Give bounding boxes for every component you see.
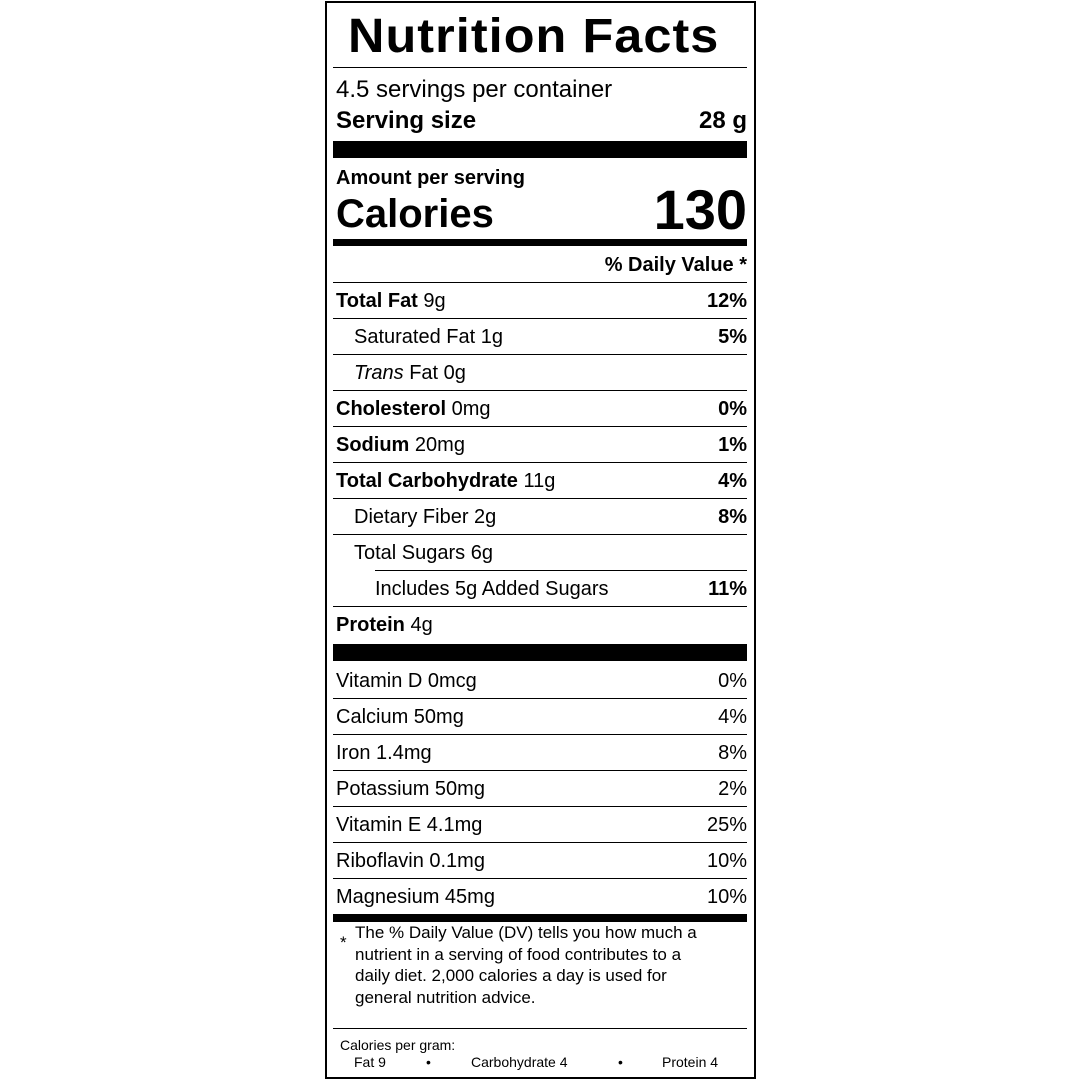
row-rule bbox=[375, 570, 747, 571]
nutrient-amount: 0mg bbox=[451, 398, 491, 420]
amount-per-serving: Amount per serving bbox=[336, 167, 525, 189]
row-rule bbox=[333, 318, 747, 319]
cpg-protein: Protein 4 bbox=[662, 1054, 719, 1070]
nutrient-dv: 8% bbox=[718, 506, 747, 528]
row-rule bbox=[333, 282, 747, 283]
cpg-separator: • bbox=[426, 1054, 431, 1070]
nutrient-dv: 0% bbox=[718, 398, 747, 420]
row-rule bbox=[333, 498, 747, 499]
nutrient-dv: 4% bbox=[718, 470, 747, 492]
row-rule bbox=[333, 842, 747, 843]
vitamin-name: Vitamin D 0mcg bbox=[336, 670, 477, 692]
row-rule bbox=[333, 534, 747, 535]
row-rule bbox=[333, 426, 747, 427]
title: Nutrition Facts bbox=[348, 10, 720, 63]
nutrient-name: Includes 5g Added Sugars bbox=[375, 578, 609, 600]
nutrient-name: Total Sugars bbox=[354, 542, 466, 564]
vitamin-dv: 4% bbox=[718, 706, 747, 728]
footnote-text: The % Daily Value (DV) tells you how muc… bbox=[355, 923, 697, 1008]
row-rule bbox=[333, 606, 747, 607]
row-rule bbox=[333, 806, 747, 807]
nutrient-name: Cholesterol bbox=[336, 398, 447, 420]
cpg-separator: • bbox=[618, 1054, 623, 1070]
vitamin-dv: 2% bbox=[718, 778, 747, 800]
vitamin-name: Vitamin E 4.1mg bbox=[336, 814, 483, 836]
row-rule bbox=[333, 462, 747, 463]
vitamin-dv: 10% bbox=[706, 886, 747, 908]
nutrient-name: Total Fat bbox=[336, 290, 418, 312]
daily-value-header: % Daily Value * bbox=[604, 254, 747, 276]
nutrient-amount: 6g bbox=[470, 542, 493, 564]
thin-rule bbox=[333, 1028, 747, 1029]
nutrient-amount: 4g bbox=[410, 614, 433, 636]
vitamin-name: Potassium 50mg bbox=[336, 778, 485, 800]
nutrient-row: Total Sugars 6g bbox=[354, 543, 493, 563]
nutrient-row: Total Carbohydrate 11g bbox=[336, 471, 555, 491]
nutrient-italic: Trans bbox=[354, 362, 404, 384]
nutrient-row: Cholesterol 0mg bbox=[336, 399, 491, 419]
medium-bar bbox=[333, 239, 747, 246]
nutrient-row: Protein 4g bbox=[336, 615, 433, 635]
nutrient-amount: 11g bbox=[523, 470, 556, 492]
nutrient-amount: 1g bbox=[480, 326, 503, 348]
nutrient-amount: 9g bbox=[423, 290, 446, 312]
row-rule bbox=[333, 698, 747, 699]
vitamin-name: Iron 1.4mg bbox=[336, 742, 432, 764]
footnote-marker: * bbox=[340, 932, 347, 952]
nutrient-row: Saturated Fat 1g bbox=[354, 327, 503, 347]
vitamin-name: Magnesium 45mg bbox=[336, 886, 495, 908]
servings: 4.5 servings per container bbox=[336, 76, 613, 103]
nutrient-amount: 0g bbox=[443, 362, 466, 384]
nutrient-row: Trans Fat 0g bbox=[354, 363, 466, 383]
nutrient-dv: 1% bbox=[718, 434, 747, 456]
nutrient-dv: 11% bbox=[708, 578, 747, 600]
thick-bar bbox=[333, 644, 747, 661]
nutrient-row: Total Fat 9g bbox=[336, 291, 446, 311]
calories-per-gram: Calories per gram: bbox=[340, 1037, 456, 1053]
cpg-fat: Fat 9 bbox=[354, 1054, 386, 1070]
nutrient-name: Sodium bbox=[336, 434, 410, 456]
calories-value: 130 bbox=[653, 178, 747, 241]
row-rule bbox=[333, 390, 747, 391]
row-rule bbox=[333, 734, 747, 735]
nutrient-row: Dietary Fiber 2g bbox=[354, 507, 496, 527]
serving-size-label: Serving size bbox=[336, 107, 477, 134]
nutrition-label: Nutrition Facts 4.5 servings per containe… bbox=[325, 1, 756, 1079]
nutrient-name: Protein bbox=[336, 614, 405, 636]
nutrient-name: Dietary Fiber bbox=[354, 506, 469, 528]
thin-rule bbox=[333, 67, 747, 68]
vitamin-dv: 8% bbox=[718, 742, 747, 764]
nutrient-amount: 20mg bbox=[414, 434, 465, 456]
vitamin-name: Calcium 50mg bbox=[336, 706, 464, 728]
vitamin-dv: 10% bbox=[706, 850, 747, 872]
row-rule bbox=[333, 770, 747, 771]
cpg-carbohydrate: Carbohydrate 4 bbox=[471, 1054, 568, 1070]
row-rule bbox=[333, 354, 747, 355]
nutrient-dv: 12% bbox=[706, 290, 747, 312]
vitamin-name: Riboflavin 0.1mg bbox=[336, 850, 485, 872]
serving-size-value: 28 g bbox=[698, 107, 747, 134]
row-rule bbox=[333, 878, 747, 879]
nutrient-amount: 2g bbox=[474, 506, 497, 528]
nutrient-name: Total Carbohydrate bbox=[336, 470, 518, 492]
nutrient-row: Includes 5g Added Sugars bbox=[375, 579, 609, 599]
thick-bar bbox=[333, 141, 747, 158]
nutrient-name: Fat bbox=[409, 362, 439, 384]
nutrient-row: Sodium 20mg bbox=[336, 435, 465, 455]
medium-bar bbox=[333, 914, 747, 922]
vitamin-dv: 25% bbox=[706, 814, 747, 836]
vitamin-dv: 0% bbox=[718, 670, 747, 692]
nutrient-name: Saturated Fat bbox=[354, 326, 476, 348]
calories-label: Calories bbox=[336, 192, 494, 236]
nutrient-dv: 5% bbox=[718, 326, 747, 348]
